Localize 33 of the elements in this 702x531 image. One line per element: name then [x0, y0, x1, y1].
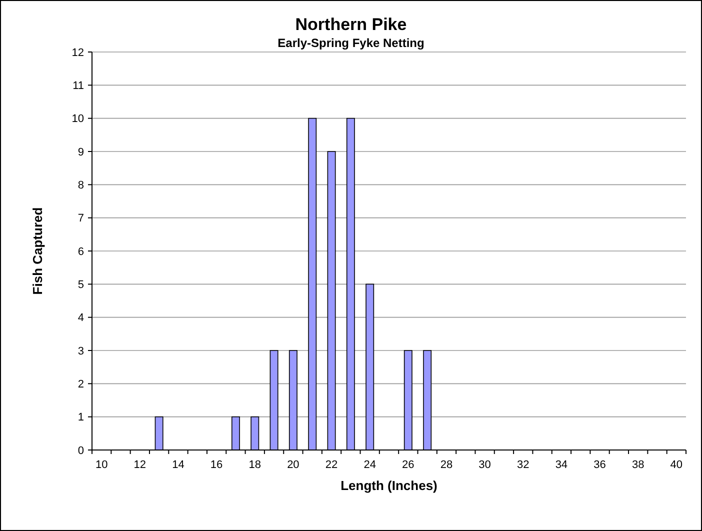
x-tick-label: 34 — [555, 459, 568, 471]
y-tick-label: 4 — [78, 312, 84, 324]
x-tick-label: 14 — [172, 459, 184, 471]
y-tick-label: 2 — [78, 378, 84, 391]
x-tick-label: 38 — [632, 459, 644, 471]
chart-subtitle: Early-Spring Fyke Netting — [278, 36, 424, 50]
x-tick-label: 24 — [364, 459, 376, 471]
x-tick-label: 16 — [210, 459, 223, 471]
x-tick-label: 32 — [517, 459, 530, 471]
y-tick-label: 9 — [78, 146, 84, 158]
y-axis-title: Fish Captured — [30, 207, 45, 295]
x-tick-label: 22 — [325, 459, 338, 471]
x-tick-label: 18 — [248, 459, 261, 471]
chart-title: Northern Pike — [295, 15, 407, 34]
y-tick-label: 3 — [78, 345, 84, 358]
x-tick-label: 12 — [134, 459, 146, 471]
x-tick-label: 30 — [478, 459, 491, 471]
y-tick-label: 1 — [78, 412, 84, 424]
y-tick-label: 0 — [78, 444, 84, 457]
x-axis-title: Length (Inches) — [340, 478, 438, 493]
x-tick-label: 20 — [287, 459, 300, 471]
y-tick-label: 7 — [78, 212, 84, 225]
x-tick-label: 28 — [440, 459, 453, 471]
x-tick-label: 10 — [95, 459, 108, 471]
y-tick-label: 8 — [78, 180, 84, 192]
x-tick-label: 36 — [594, 459, 606, 471]
x-tick-label: 26 — [402, 459, 414, 471]
y-tick-label: 12 — [72, 46, 84, 59]
y-tick-label: 10 — [72, 113, 84, 126]
y-tick-label: 11 — [72, 80, 84, 92]
y-tick-label: 6 — [78, 246, 84, 258]
y-tick-label: 5 — [78, 279, 84, 292]
x-tick-label: 40 — [670, 459, 683, 471]
